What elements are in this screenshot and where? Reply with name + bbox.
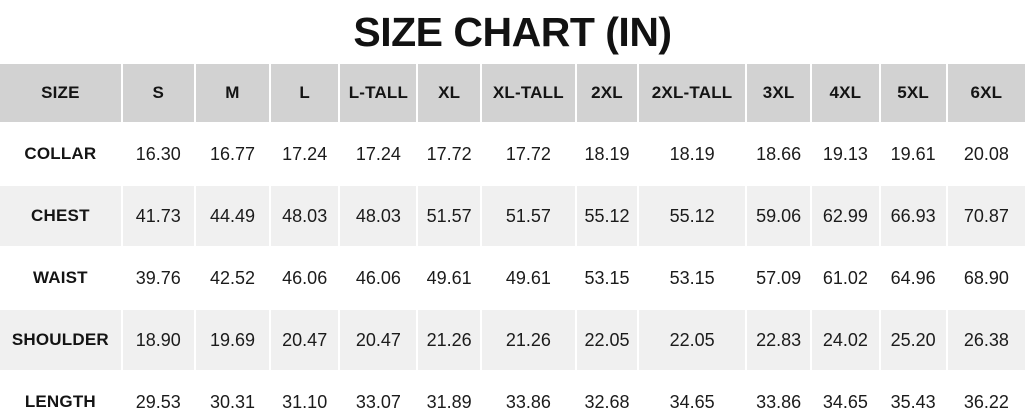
value-cell: 33.86 bbox=[746, 372, 811, 420]
size-chart-table: SIZE S M L L-TALL XL XL-TALL 2XL 2XL-TALL 3XL 4XL 5… bbox=[0, 62, 1025, 420]
value-cell: 31.89 bbox=[418, 372, 480, 420]
value-cell: 18.19 bbox=[639, 124, 745, 184]
header-cell-5xl: 5XL bbox=[880, 64, 946, 122]
value-cell: 64.96 bbox=[880, 248, 946, 308]
value-cell: 21.26 bbox=[481, 310, 575, 370]
header-cell-l-tall: L-TALL bbox=[340, 64, 417, 122]
value-cell: 55.12 bbox=[639, 186, 745, 246]
title-bar: SIZE CHART (IN) bbox=[0, 0, 1025, 64]
header-cell-xl-tall: XL-TALL bbox=[481, 64, 575, 122]
value-cell: 61.02 bbox=[812, 248, 879, 308]
table-body: COLLAR 16.30 16.77 17.24 17.24 17.72 17.72 18.1… bbox=[0, 124, 1025, 420]
row-label-cell: CHEST bbox=[0, 186, 121, 246]
value-cell: 48.03 bbox=[271, 186, 339, 246]
value-cell: 19.61 bbox=[880, 124, 946, 184]
value-cell: 33.07 bbox=[340, 372, 417, 420]
value-cell: 22.83 bbox=[746, 310, 811, 370]
value-cell: 44.49 bbox=[195, 186, 270, 246]
size-chart-container: SIZE S M L L-TALL XL XL-TALL 2XL 2XL-TALL 3XL 4XL 5… bbox=[0, 62, 1025, 420]
header-cell-m: M bbox=[195, 64, 270, 122]
row-label-cell: COLLAR bbox=[0, 124, 121, 184]
table-row-chest: CHEST 41.73 44.49 48.03 48.03 51.57 51.57 55.12… bbox=[0, 186, 1025, 246]
value-cell: 66.93 bbox=[880, 186, 946, 246]
value-cell: 25.20 bbox=[880, 310, 946, 370]
header-cell-2xl-tall: 2XL-TALL bbox=[639, 64, 745, 122]
value-cell: 26.38 bbox=[947, 310, 1025, 370]
value-cell: 51.57 bbox=[418, 186, 480, 246]
value-cell: 18.90 bbox=[122, 310, 194, 370]
table-row-length: LENGTH 29.53 30.31 31.10 33.07 31.89 33.86 32.6… bbox=[0, 372, 1025, 420]
value-cell: 62.99 bbox=[812, 186, 879, 246]
value-cell: 46.06 bbox=[271, 248, 339, 308]
table-row-shoulder: SHOULDER 18.90 19.69 20.47 20.47 21.26 21.26 22… bbox=[0, 310, 1025, 370]
value-cell: 34.65 bbox=[812, 372, 879, 420]
row-label-cell: LENGTH bbox=[0, 372, 121, 420]
value-cell: 53.15 bbox=[639, 248, 745, 308]
value-cell: 20.47 bbox=[271, 310, 339, 370]
value-cell: 20.08 bbox=[947, 124, 1025, 184]
value-cell: 31.10 bbox=[271, 372, 339, 420]
value-cell: 22.05 bbox=[639, 310, 745, 370]
value-cell: 17.72 bbox=[481, 124, 575, 184]
header-row: SIZE S M L L-TALL XL XL-TALL 2XL 2XL-TALL 3XL 4XL 5… bbox=[0, 64, 1025, 122]
value-cell: 59.06 bbox=[746, 186, 811, 246]
value-cell: 17.24 bbox=[340, 124, 417, 184]
value-cell: 33.86 bbox=[481, 372, 575, 420]
value-cell: 57.09 bbox=[746, 248, 811, 308]
row-label-cell: WAIST bbox=[0, 248, 121, 308]
value-cell: 21.26 bbox=[418, 310, 480, 370]
header-cell-l: L bbox=[271, 64, 339, 122]
value-cell: 17.72 bbox=[418, 124, 480, 184]
value-cell: 39.76 bbox=[122, 248, 194, 308]
value-cell: 18.66 bbox=[746, 124, 811, 184]
header-cell-size: SIZE bbox=[0, 64, 121, 122]
header-cell-6xl: 6XL bbox=[947, 64, 1025, 122]
value-cell: 36.22 bbox=[947, 372, 1025, 420]
value-cell: 49.61 bbox=[481, 248, 575, 308]
value-cell: 49.61 bbox=[418, 248, 480, 308]
value-cell: 19.13 bbox=[812, 124, 879, 184]
value-cell: 53.15 bbox=[576, 248, 638, 308]
table-header: SIZE S M L L-TALL XL XL-TALL 2XL 2XL-TALL 3XL 4XL 5… bbox=[0, 64, 1025, 122]
value-cell: 19.69 bbox=[195, 310, 270, 370]
table-row-waist: WAIST 39.76 42.52 46.06 46.06 49.61 49.61 53.15… bbox=[0, 248, 1025, 308]
value-cell: 46.06 bbox=[340, 248, 417, 308]
header-cell-s: S bbox=[122, 64, 194, 122]
value-cell: 30.31 bbox=[195, 372, 270, 420]
value-cell: 35.43 bbox=[880, 372, 946, 420]
value-cell: 29.53 bbox=[122, 372, 194, 420]
value-cell: 16.77 bbox=[195, 124, 270, 184]
value-cell: 20.47 bbox=[340, 310, 417, 370]
value-cell: 70.87 bbox=[947, 186, 1025, 246]
value-cell: 41.73 bbox=[122, 186, 194, 246]
value-cell: 42.52 bbox=[195, 248, 270, 308]
value-cell: 51.57 bbox=[481, 186, 575, 246]
value-cell: 55.12 bbox=[576, 186, 638, 246]
value-cell: 16.30 bbox=[122, 124, 194, 184]
value-cell: 22.05 bbox=[576, 310, 638, 370]
header-cell-4xl: 4XL bbox=[812, 64, 879, 122]
value-cell: 34.65 bbox=[639, 372, 745, 420]
page-title: SIZE CHART (IN) bbox=[353, 8, 672, 55]
header-cell-xl: XL bbox=[418, 64, 480, 122]
value-cell: 48.03 bbox=[340, 186, 417, 246]
header-cell-3xl: 3XL bbox=[746, 64, 811, 122]
value-cell: 68.90 bbox=[947, 248, 1025, 308]
row-label-cell: SHOULDER bbox=[0, 310, 121, 370]
value-cell: 17.24 bbox=[271, 124, 339, 184]
value-cell: 32.68 bbox=[576, 372, 638, 420]
table-row-collar: COLLAR 16.30 16.77 17.24 17.24 17.72 17.72 18.1… bbox=[0, 124, 1025, 184]
value-cell: 24.02 bbox=[812, 310, 879, 370]
value-cell: 18.19 bbox=[576, 124, 638, 184]
header-cell-2xl: 2XL bbox=[576, 64, 638, 122]
